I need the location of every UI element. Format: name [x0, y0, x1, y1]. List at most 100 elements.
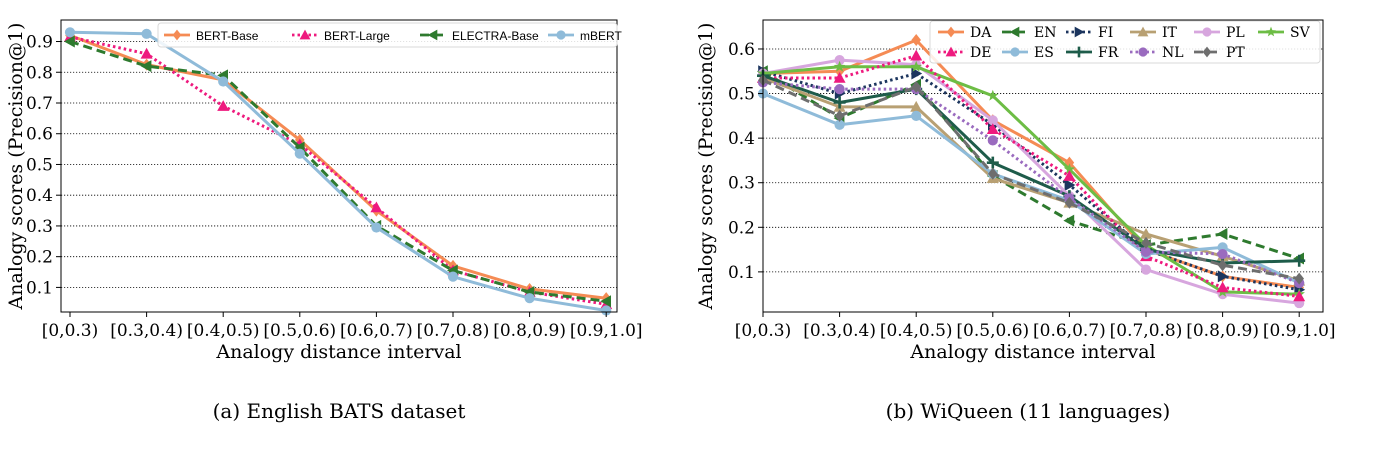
legend-item-mbert: mBERT	[548, 29, 622, 43]
series-lines	[64, 27, 613, 316]
x-tick-label: [0,0.3)	[735, 321, 792, 341]
x-axis-title: Analogy distance interval	[909, 341, 1155, 363]
legend-marker	[172, 29, 182, 41]
legend-item-bert-large: BERT-Large	[292, 29, 390, 43]
x-tick-label: [0.7,0.8)	[1110, 321, 1183, 341]
data-point-pl	[1140, 264, 1152, 275]
legend-item-pt: PT	[1194, 45, 1245, 61]
y-tick-label: 0.1	[728, 263, 755, 283]
data-point-sv	[987, 89, 999, 101]
data-point-it	[910, 100, 923, 112]
legend-marker	[1009, 26, 1020, 38]
data-point-fr	[1293, 254, 1306, 267]
legend-marker	[1202, 46, 1212, 58]
x-tick-label: [0,0.3)	[42, 321, 99, 341]
x-axis-ticks: [0,0.3) [0.3,0.4) [0.4,0.5) [0.5,0.6) [0.6,0…	[735, 312, 1336, 341]
data-point-bert-large	[370, 201, 383, 213]
y-tick-label: 0.4	[728, 129, 755, 149]
gridlines	[61, 41, 617, 288]
data-point-de	[1216, 281, 1229, 293]
y-axis-ticks: 0.1 0.2 0.3 0.4 0.5 0.6	[728, 40, 763, 283]
data-point-de	[910, 49, 923, 61]
y-tick-label: 0.2	[26, 248, 53, 268]
x-tick-label: [0.3,0.4)	[803, 321, 876, 341]
legend-marker	[1074, 26, 1085, 38]
series-line-bert-base	[69, 33, 607, 300]
series-line-de	[763, 54, 1300, 298]
data-point-nl	[1140, 246, 1152, 257]
data-point-pl	[987, 115, 998, 126]
legend-item-da: DA	[938, 25, 992, 41]
legend-marker	[1202, 27, 1212, 37]
data-point-de	[986, 123, 999, 135]
legend-item-sv: SV	[1258, 25, 1311, 41]
data-point-pt	[1141, 236, 1151, 249]
data-point-mbert	[447, 271, 459, 282]
series-line-pl	[762, 58, 1300, 305]
legend-label: BERT-Base	[196, 29, 259, 43]
data-point-pt	[988, 167, 998, 180]
chart-panel-b: 0.1 0.2 0.3 0.4 0.5 0.6 [0,0.3) [0.3,0.4) [0.4,…	[695, 19, 1336, 423]
y-tick-label: 0.1	[26, 278, 53, 298]
legend-label: SV	[1290, 25, 1311, 41]
series-line-mbert	[69, 30, 607, 312]
legend-marker	[946, 26, 956, 38]
legend-marker	[1137, 26, 1149, 37]
data-point-en	[1063, 214, 1075, 227]
data-point-mbert	[524, 293, 535, 304]
x-tick-label: [0.8,0.9)	[493, 321, 566, 341]
gridlines	[763, 48, 1323, 273]
x-tick-label: [0.9,1.0]	[1263, 321, 1336, 341]
data-point-fr	[986, 156, 999, 169]
series-line-it	[762, 76, 1300, 283]
caption: (a) English BATS dataset	[213, 399, 466, 423]
y-axis-title: Analogy scores (Precision@1)	[5, 23, 27, 311]
legend-label: PT	[1226, 45, 1245, 61]
series-bert-base	[65, 29, 611, 305]
legend-label: FI	[1098, 25, 1113, 41]
series-line-pt	[762, 78, 1300, 281]
data-point-de	[833, 71, 846, 83]
plot-frame	[762, 19, 1324, 313]
legend-label: PL	[1226, 25, 1245, 41]
data-point-pt	[1294, 272, 1304, 285]
data-point-fi	[1064, 178, 1076, 191]
series-lines	[757, 34, 1306, 309]
y-tick-label: 0.8	[26, 63, 53, 83]
legend-marker	[1073, 46, 1085, 58]
y-tick-label: 0.2	[728, 218, 755, 238]
x-tick-label: [0.6,0.7)	[1033, 321, 1106, 341]
legend-item-es: ES	[1002, 45, 1054, 61]
data-point-pt	[1064, 196, 1075, 209]
data-point-mbert	[141, 28, 152, 39]
plot-frame	[60, 19, 618, 313]
data-point-pl	[834, 55, 845, 66]
series-line-fr	[762, 74, 1300, 265]
x-axis-title: Analogy distance interval	[215, 341, 461, 363]
series-line-nl	[762, 80, 1300, 285]
y-tick-label: 0.5	[728, 85, 755, 105]
legend-marker	[556, 30, 566, 40]
x-tick-label: [0.4,0.5)	[187, 321, 260, 341]
legend-marker	[1138, 47, 1148, 57]
data-point-nl	[987, 135, 998, 146]
y-tick-label: 0.3	[26, 217, 53, 237]
data-point-electra-base	[140, 60, 152, 73]
data-point-bert-large	[217, 100, 230, 111]
series-line-bert-large	[69, 35, 607, 306]
legend-marker	[945, 46, 957, 57]
legend-item-electra-base: ELECTRA-Base	[420, 29, 539, 43]
legend-item-pl: PL	[1194, 25, 1245, 41]
y-axis-ticks: 0.1 0.2 0.3 0.4 0.5 0.6 0.7 0.8 0.9	[26, 33, 61, 298]
legend-marker	[1265, 26, 1277, 37]
x-tick-label: [0.7,0.8)	[417, 321, 490, 341]
x-axis-ticks: [0,0.3) [0.3,0.4) [0.4,0.5) [0.5,0.6) [0.6,0…	[42, 312, 643, 341]
legend-label: EN	[1034, 25, 1056, 41]
data-point-bert-large	[140, 47, 153, 59]
x-tick-label: [0.6,0.7)	[340, 321, 413, 341]
data-point-it	[1140, 227, 1152, 239]
legend-marker	[427, 29, 438, 41]
legend: BERT-Base BERT-Large ELECTRA-Base mBERT	[157, 22, 622, 48]
y-axis-title: Analogy scores (Precision@1)	[695, 23, 717, 311]
